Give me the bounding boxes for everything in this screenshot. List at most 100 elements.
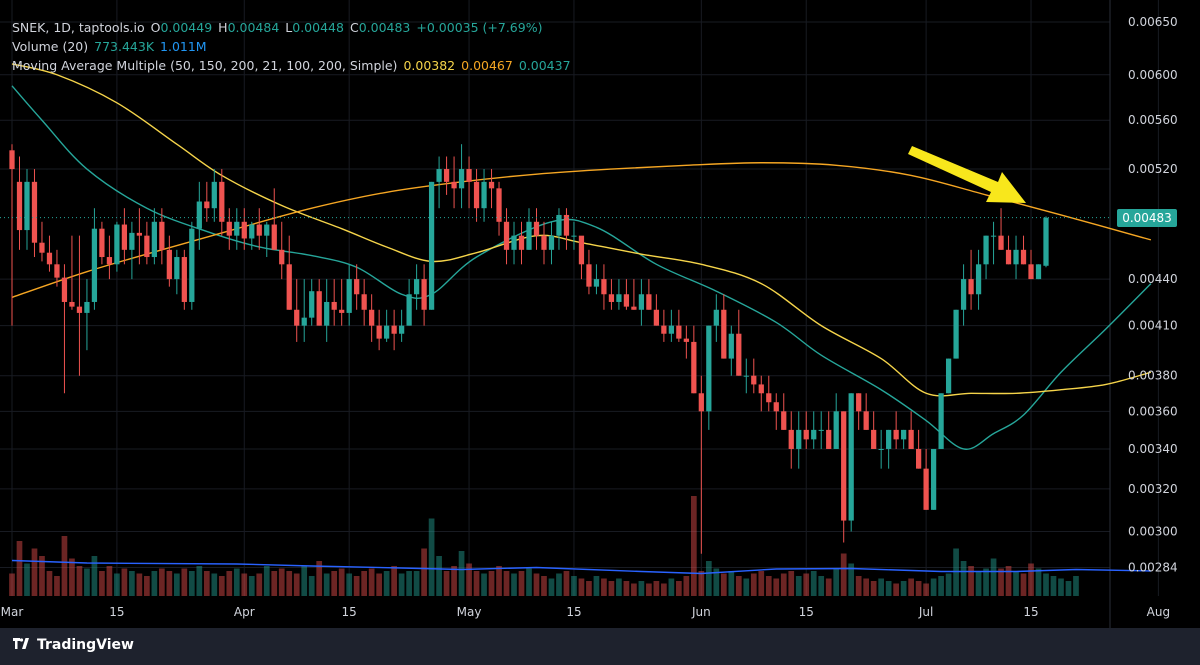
candle-body [616,294,622,302]
volume-bar [316,561,323,596]
candle-body [309,291,315,318]
candle [354,264,360,310]
volume-bar [698,571,705,596]
volume-bar [69,558,75,596]
candle [174,249,180,295]
candlestick-chart[interactable]: 0.00650 0.00600 0.00560 0.00520 0.00440 0.004… [0,0,1200,628]
volume-bar [1020,573,1027,596]
candle [189,221,195,310]
candle [975,249,982,310]
candle-body [234,221,240,236]
candle [309,279,315,326]
volume-bar [121,568,128,596]
volume-bar [308,576,315,596]
candle-body [196,201,202,229]
volume-bar [346,573,353,596]
x-tick-label: Mar [1,605,24,619]
candle [458,144,465,209]
candle [151,208,157,265]
volume-bar [443,571,450,596]
volume-bar [293,573,300,596]
candle-body [698,393,704,412]
volume-bar [653,581,660,596]
candle-body [856,393,862,412]
volume-bar [908,578,914,596]
candle-body [264,224,270,236]
candle [488,169,495,209]
candle-body [496,188,502,222]
candle [264,221,270,258]
volume-bar [203,571,210,596]
candle-body [638,294,645,310]
volume-bar [833,568,840,596]
candle [16,156,23,250]
candle [436,156,442,209]
y-tick-label: 0.00600 [1128,68,1178,82]
candle [421,264,427,326]
candle [631,279,637,310]
candle [84,279,90,351]
volume-bar [226,571,233,596]
candle [391,309,397,351]
candle [968,249,974,310]
candle [106,235,113,280]
legend-volume-label[interactable]: Volume (20) [12,39,89,54]
tradingview-logo-icon [13,638,29,649]
candles [0,144,1110,554]
volume-bar [990,558,997,596]
x-tick-label: Jun [691,605,711,619]
y-tick-label: 0.00440 [1128,272,1178,286]
candle [69,235,75,310]
candle-body [413,279,420,295]
legend-symbol[interactable]: SNEK, 1D, taptools.io [12,20,145,35]
volume-bar [638,581,645,596]
candle-body [623,294,630,307]
legend-ma-label[interactable]: Moving Average Multiple (50, 150, 200, 2… [12,58,398,73]
candle-body [144,235,150,258]
y-tick-label: 0.00520 [1128,162,1178,176]
candle-body [458,169,465,189]
y-tick-label: 0.00320 [1128,482,1178,496]
candle-body [706,325,712,412]
volume-bar [188,571,195,596]
volume-bar [578,578,585,596]
volume-ma-line [11,559,1151,575]
candle-body [39,242,45,253]
volume-bar [106,566,113,596]
volume-bar [548,578,555,596]
candle [316,279,322,326]
candle [241,208,247,250]
candle-body [923,468,929,510]
candle [256,208,262,250]
candle-body [788,429,794,449]
y-tick-label: 0.00360 [1128,404,1178,418]
candle-body [548,235,555,250]
candle [578,235,585,280]
candle-body [99,228,105,258]
y-tick-label: 0.00340 [1128,442,1178,456]
candle-body [938,393,944,449]
candle-body [339,309,345,313]
candle [960,264,967,326]
volume-bar [855,576,862,596]
volume-bar [196,566,203,596]
candle [848,393,854,532]
volume-bar [233,568,240,596]
candle-body [608,294,615,302]
candle-body [286,264,292,310]
volume-bar [488,571,495,596]
volume-bar [39,556,45,596]
volume-bar [518,571,525,596]
volume-bar [608,581,615,596]
volume-bar [278,568,285,596]
candle [1028,249,1034,280]
candle-body [204,201,210,209]
legend-ma-value-1: 0.00382 [403,58,456,73]
y-tick-label: 0.00410 [1128,319,1178,333]
y-tick-label: 0.00650 [1128,15,1178,29]
tradingview-brand[interactable]: TradingView [13,637,134,653]
candle-body [16,181,23,231]
candle [1005,235,1012,265]
legend-o-label: O [150,20,161,35]
volume-bar [720,573,727,596]
